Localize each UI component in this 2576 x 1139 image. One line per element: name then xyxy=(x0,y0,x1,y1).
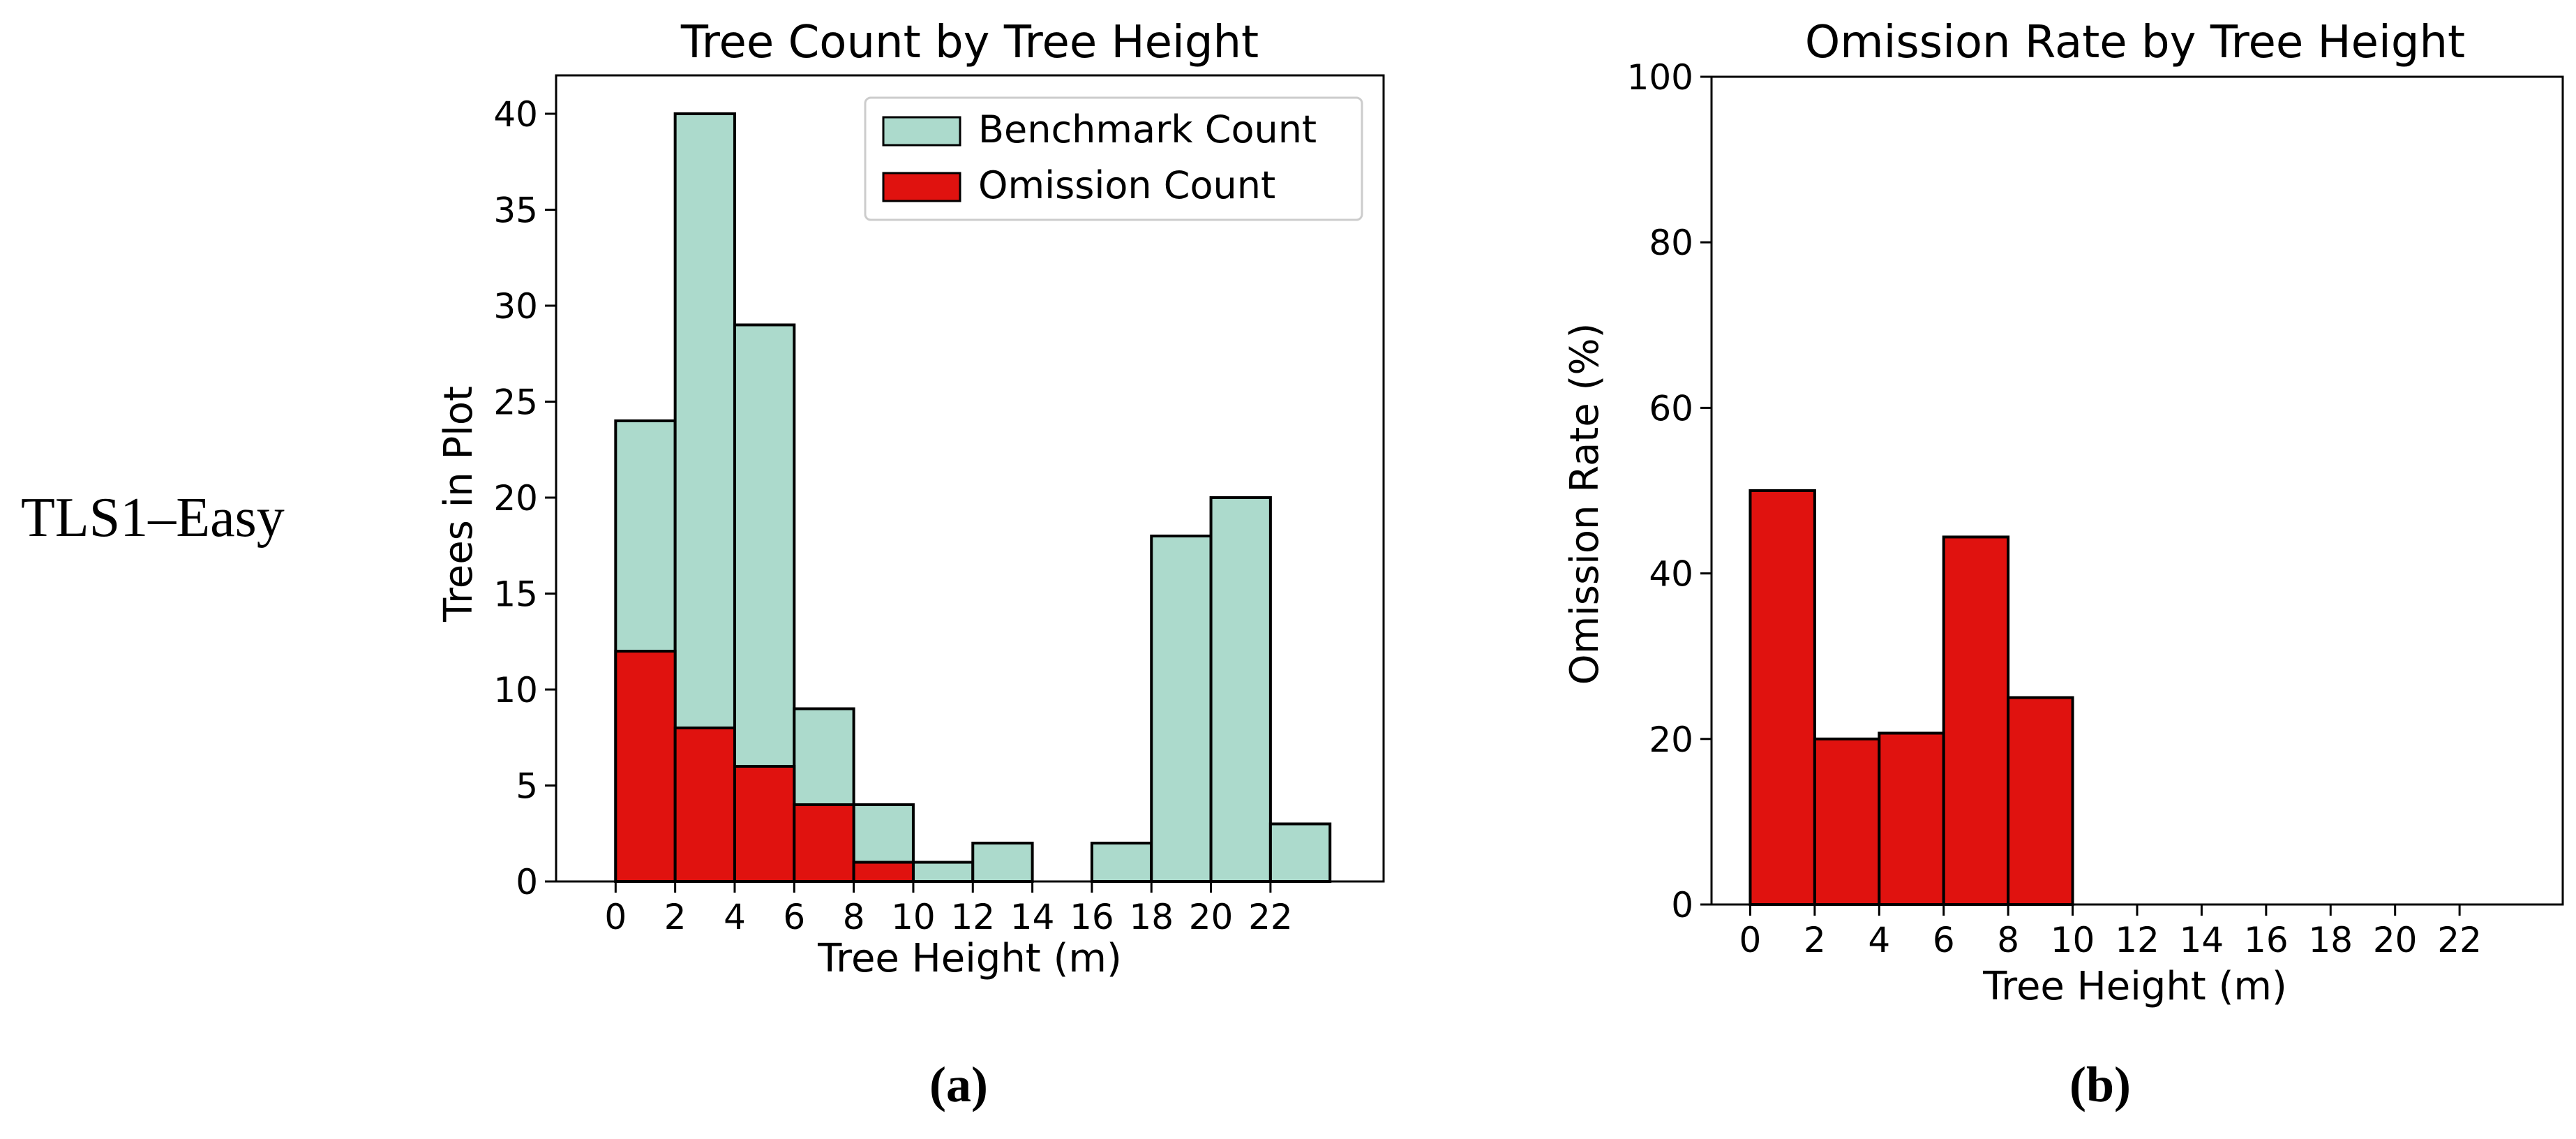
chart-b-title: Omission Rate by Tree Height xyxy=(1805,17,2465,68)
panel-label-a: (a) xyxy=(929,1057,988,1112)
chart-a-xtick-label-8: 16 xyxy=(1070,897,1114,937)
chart-a: Tree Count by Tree Height Trees in Plot … xyxy=(436,17,1385,981)
chart-a-xtick-label-1: 2 xyxy=(664,897,687,937)
chart-a-ytick-label-8: 40 xyxy=(493,94,538,135)
chart-b-xtick-label-10: 20 xyxy=(2373,920,2418,960)
chart-b-xtick-label-3: 6 xyxy=(1933,920,1955,960)
chart-b-plot-area: 0 2 4 6 8 10 12 14 16 18 20 22 0 20 40 60 80 100 xyxy=(1627,57,2564,960)
panel-label-b: (b) xyxy=(2069,1057,2131,1112)
chart-a-ytick-label-2: 10 xyxy=(493,670,538,710)
chart-a-xtick-label-2: 4 xyxy=(724,897,746,937)
chart-a-legend-label-0: Benchmark Count xyxy=(978,107,1317,151)
chart-b-xlabel: Tree Height (m) xyxy=(1982,964,2287,1009)
chart-b-xtick-label-0: 0 xyxy=(1739,920,1762,960)
chart-b-bar-s0-b2 xyxy=(1878,731,1945,907)
chart-a-ytick-label-4: 20 xyxy=(493,478,538,519)
chart-a-legend-swatch-0 xyxy=(882,116,961,147)
chart-a-xtick-label-0: 0 xyxy=(604,897,627,937)
chart-a-ytick-label-5: 25 xyxy=(493,382,538,423)
chart-a-bar-s1-b0 xyxy=(614,650,677,883)
chart-b-xtick-label-4: 8 xyxy=(1997,920,2019,960)
chart-a-ytick-label-0: 0 xyxy=(516,862,538,902)
chart-b-xtick-label-2: 4 xyxy=(1868,920,1890,960)
chart-b-ytick-label-0: 0 xyxy=(1671,885,1693,925)
chart-b-ytick-label-1: 20 xyxy=(1649,720,1693,760)
chart-a-xtick-label-7: 14 xyxy=(1010,897,1055,937)
chart-a-bar-s0-b11 xyxy=(1268,822,1332,883)
chart-a-xlabel: Tree Height (m) xyxy=(817,936,1122,981)
chart-a-legend-box xyxy=(864,96,1363,221)
chart-b-bar-s0-b3 xyxy=(1942,535,2010,906)
chart-b-xtick-label-9: 18 xyxy=(2308,920,2353,960)
chart-a-bar-s1-b4 xyxy=(852,861,915,883)
chart-a-bar-s0-b8 xyxy=(1090,842,1153,883)
chart-a-xtick-label-11: 22 xyxy=(1248,897,1293,937)
chart-a-xtick-label-5: 10 xyxy=(891,897,936,937)
chart-a-ytick-label-7: 35 xyxy=(493,191,538,231)
chart-a-bar-s0-b9 xyxy=(1150,535,1213,883)
chart-a-bar-s0-b6 xyxy=(971,842,1034,883)
chart-b-ytick-label-4: 80 xyxy=(1649,223,1693,263)
chart-a-ytick-label-1: 5 xyxy=(516,766,538,807)
chart-a-xtick-label-3: 6 xyxy=(783,897,805,937)
chart-b-xtick-label-8: 16 xyxy=(2244,920,2289,960)
chart-b-xtick-label-6: 12 xyxy=(2115,920,2159,960)
chart-a-legend: Benchmark Count Omission Count xyxy=(864,96,1363,221)
chart-a-bar-s1-b3 xyxy=(793,803,855,883)
chart-a-legend-label-1: Omission Count xyxy=(978,163,1275,207)
chart-b-bar-s0-b1 xyxy=(1813,737,1881,907)
chart-b-xtick-label-1: 2 xyxy=(1804,920,1826,960)
chart-b-ytick-label-5: 100 xyxy=(1627,57,1693,98)
chart-a-bar-s0-b10 xyxy=(1209,496,1272,883)
chart-a-bar-s0-b5 xyxy=(911,861,975,883)
chart-a-xtick-label-6: 12 xyxy=(950,897,995,937)
chart-a-legend-swatch-1 xyxy=(882,172,961,202)
chart-a-ytick-label-3: 15 xyxy=(493,574,538,615)
chart-a-bar-s1-b1 xyxy=(673,727,736,883)
chart-b-xtick-label-7: 14 xyxy=(2180,920,2224,960)
chart-a-xtick-label-9: 18 xyxy=(1129,897,1174,937)
chart-b-bar-s0-b4 xyxy=(2007,696,2074,906)
chart-a-title: Tree Count by Tree Height xyxy=(680,17,1259,68)
chart-b-xtick-label-5: 10 xyxy=(2051,920,2095,960)
row-label: TLS1–Easy xyxy=(21,487,285,549)
chart-a-xtick-label-4: 8 xyxy=(843,897,865,937)
chart-a-ytick-label-6: 30 xyxy=(493,286,538,327)
chart-a-xtick-label-10: 20 xyxy=(1189,897,1234,937)
chart-a-bar-s1-b2 xyxy=(733,765,796,883)
chart-b-ytick-label-2: 40 xyxy=(1649,554,1693,595)
chart-a-ylabel: Trees in Plot xyxy=(436,386,481,623)
chart-b-ylabel: Omission Rate (%) xyxy=(1562,323,1608,685)
chart-b: Omission Rate by Tree Height Omission Ra… xyxy=(1562,17,2564,1009)
chart-b-ytick-label-3: 60 xyxy=(1649,388,1693,429)
chart-b-bar-s0-b0 xyxy=(1748,489,1816,906)
chart-b-xtick-label-11: 22 xyxy=(2437,920,2482,960)
chart-a-axes-frame xyxy=(555,74,1385,883)
